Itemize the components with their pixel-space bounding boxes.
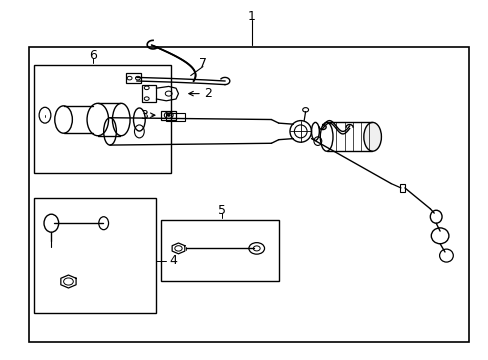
Bar	[34, 65, 171, 173]
Bar	[126, 73, 141, 83]
Text: 2: 2	[203, 87, 211, 100]
Bar	[142, 85, 156, 102]
Circle shape	[167, 114, 170, 116]
Bar	[34, 198, 156, 313]
Bar	[161, 220, 278, 281]
Text: 1: 1	[247, 10, 255, 23]
Bar	[161, 111, 176, 120]
Bar	[166, 113, 184, 121]
Bar	[29, 47, 468, 342]
Bar	[399, 184, 404, 192]
Text: 7: 7	[199, 57, 206, 69]
Ellipse shape	[363, 122, 381, 151]
Text: 3: 3	[140, 109, 148, 122]
Text: 5: 5	[218, 204, 226, 217]
Text: 4: 4	[169, 255, 177, 267]
Text: 6: 6	[89, 49, 97, 62]
